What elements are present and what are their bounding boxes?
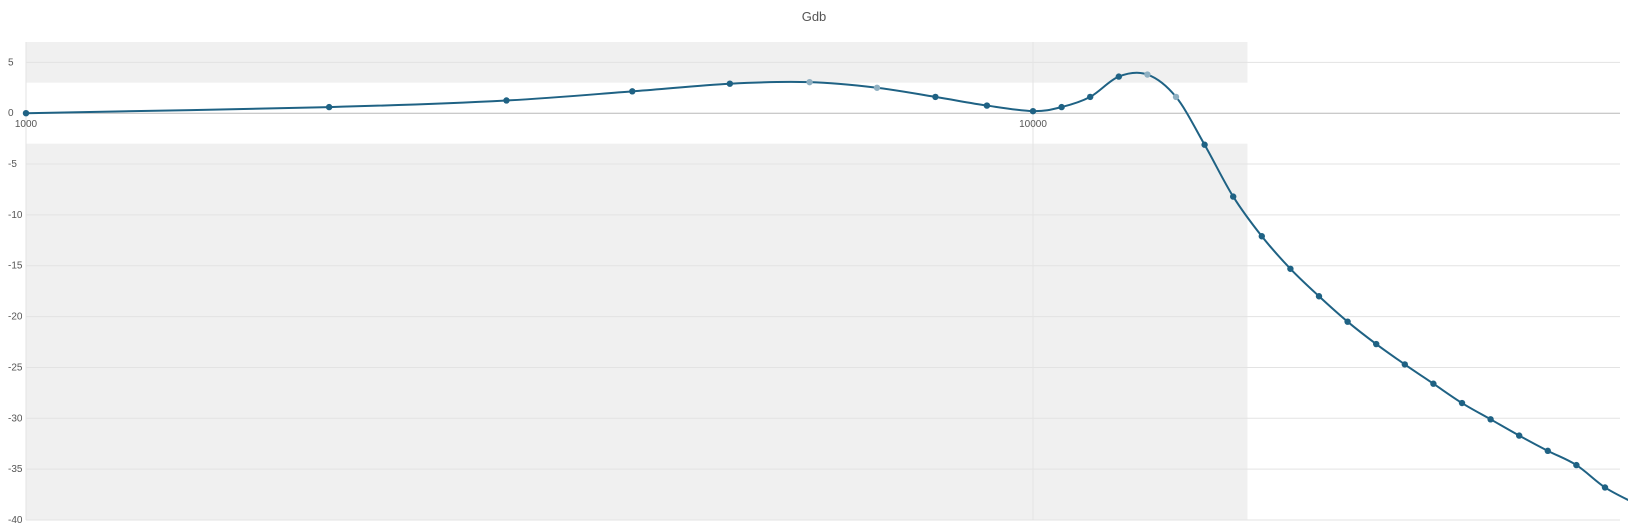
y-tick-label: -35 [8, 464, 23, 475]
background-band [26, 143, 1248, 520]
data-point [1115, 73, 1123, 80]
data-point [1573, 461, 1580, 469]
x-tick-label: 10000 [1019, 119, 1047, 130]
data-point [1287, 265, 1294, 272]
y-tick-label: -20 [8, 312, 23, 323]
data-point [983, 102, 991, 109]
chart-title: Gdb [801, 9, 827, 24]
data-point [873, 84, 881, 91]
data-point [1601, 484, 1609, 491]
data-point [1315, 293, 1323, 300]
data-point [1201, 141, 1208, 148]
data-point [1401, 361, 1409, 368]
y-tick-label: -10 [8, 210, 23, 221]
data-point [1144, 71, 1151, 78]
data-point [1029, 107, 1037, 115]
y-tick-label: -25 [8, 362, 23, 373]
data-point [1258, 233, 1266, 240]
data-point [1172, 93, 1180, 101]
data-point [1516, 432, 1523, 439]
data-point [629, 88, 636, 95]
data-point [806, 78, 813, 86]
data-point [1344, 318, 1351, 325]
data-point [1430, 380, 1437, 387]
y-tick-label: -40 [8, 515, 23, 526]
data-point [503, 97, 510, 104]
data-point [726, 80, 734, 87]
data-point [1058, 103, 1065, 111]
data-point [325, 103, 333, 111]
data-point [1230, 193, 1237, 200]
data-point [1544, 447, 1552, 455]
data-point [1373, 340, 1380, 348]
y-tick-label: 0 [8, 108, 14, 119]
data-point [22, 109, 30, 117]
series-line [25, 71, 1628, 502]
y-tick-label: -30 [8, 413, 23, 424]
data-point [1487, 416, 1494, 423]
y-tick-label: -5 [8, 159, 17, 170]
data-point [1087, 93, 1094, 101]
y-tick-label: 5 [8, 57, 14, 68]
data-point [1458, 399, 1466, 407]
data-point [932, 93, 939, 101]
y-tick-label: -15 [8, 261, 23, 272]
